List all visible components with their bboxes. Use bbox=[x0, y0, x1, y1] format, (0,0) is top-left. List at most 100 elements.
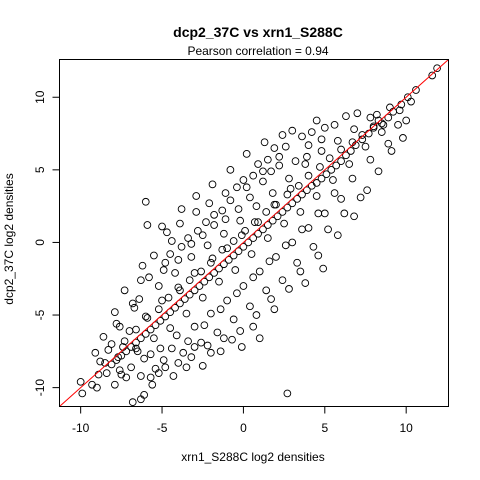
data-point bbox=[317, 174, 326, 183]
x-axis-label: xrn1_S288C log2 densities bbox=[181, 450, 324, 464]
data-point bbox=[176, 299, 184, 308]
data-point bbox=[180, 295, 189, 303]
data-point bbox=[231, 266, 240, 274]
data-point bbox=[320, 123, 329, 132]
data-point bbox=[374, 167, 383, 176]
data-point bbox=[93, 383, 101, 392]
data-point bbox=[190, 269, 199, 277]
data-point bbox=[205, 273, 214, 282]
data-point bbox=[281, 142, 290, 151]
data-point bbox=[263, 234, 272, 242]
data-point bbox=[171, 269, 179, 277]
data-point bbox=[179, 348, 188, 357]
data-point bbox=[329, 176, 337, 184]
data-point bbox=[210, 211, 218, 219]
data-point bbox=[218, 245, 227, 254]
data-point bbox=[226, 196, 235, 205]
data-point bbox=[242, 183, 251, 192]
chart-title: dcp2_37C vs xrn1_S288C bbox=[173, 24, 343, 40]
data-point bbox=[312, 116, 321, 125]
data-point bbox=[159, 266, 168, 274]
data-point bbox=[99, 332, 108, 341]
data-point bbox=[200, 277, 209, 286]
data-point bbox=[402, 116, 411, 125]
data-point bbox=[252, 202, 261, 210]
data-point bbox=[327, 165, 336, 174]
data-point bbox=[132, 325, 140, 334]
data-point bbox=[128, 299, 137, 308]
data-point bbox=[387, 147, 396, 155]
data-point bbox=[187, 253, 196, 261]
data-point bbox=[208, 180, 217, 189]
data-point bbox=[312, 192, 321, 200]
data-point bbox=[319, 264, 328, 273]
data-point bbox=[342, 112, 350, 120]
data-point bbox=[194, 226, 202, 235]
data-point bbox=[161, 312, 170, 321]
data-point bbox=[197, 267, 205, 276]
data-point bbox=[386, 103, 394, 112]
data-point bbox=[102, 369, 111, 377]
data-point bbox=[317, 147, 326, 155]
data-point bbox=[317, 135, 326, 144]
data-point bbox=[348, 174, 357, 183]
data-point bbox=[154, 282, 163, 290]
data-point bbox=[192, 192, 201, 200]
data-point bbox=[132, 344, 140, 353]
data-point bbox=[215, 264, 223, 273]
data-point bbox=[428, 71, 437, 80]
data-point bbox=[298, 225, 306, 234]
data-point bbox=[384, 113, 393, 122]
data-point bbox=[384, 139, 393, 148]
data-point bbox=[333, 231, 342, 240]
data-point bbox=[278, 131, 287, 139]
data-point bbox=[255, 334, 264, 343]
data-point bbox=[303, 186, 311, 195]
x-tick-label: 10 bbox=[400, 421, 414, 435]
data-point bbox=[350, 125, 358, 134]
data-point bbox=[249, 171, 258, 180]
data-point bbox=[176, 286, 184, 295]
data-point bbox=[268, 189, 277, 197]
data-point bbox=[270, 200, 279, 209]
data-point bbox=[254, 218, 262, 226]
data-point bbox=[223, 296, 231, 305]
data-point bbox=[303, 152, 311, 161]
data-point bbox=[285, 285, 293, 293]
data-point bbox=[96, 357, 105, 366]
data-point bbox=[104, 346, 113, 354]
data-point bbox=[234, 205, 243, 213]
data-point bbox=[307, 181, 316, 190]
data-point bbox=[316, 163, 324, 171]
data-point bbox=[167, 344, 176, 353]
data-point bbox=[267, 295, 275, 303]
data-point bbox=[259, 167, 267, 176]
data-point bbox=[239, 282, 248, 290]
data-point bbox=[156, 344, 165, 353]
data-point bbox=[337, 145, 345, 154]
data-point bbox=[260, 138, 269, 147]
data-point bbox=[296, 267, 305, 276]
data-point bbox=[141, 330, 150, 338]
data-point bbox=[203, 341, 212, 350]
data-point bbox=[280, 219, 288, 228]
data-point bbox=[120, 337, 129, 346]
data-point bbox=[220, 229, 228, 238]
data-point bbox=[337, 195, 345, 203]
data-point bbox=[166, 308, 175, 316]
data-point bbox=[143, 314, 152, 322]
data-point bbox=[254, 229, 262, 238]
data-point bbox=[172, 331, 181, 340]
data-point bbox=[433, 64, 441, 73]
data-point bbox=[174, 359, 183, 367]
data-point bbox=[252, 311, 261, 319]
y-tick-label: -10 bbox=[33, 379, 47, 397]
data-point bbox=[268, 216, 277, 225]
data-point bbox=[304, 141, 313, 150]
data-point bbox=[246, 302, 254, 311]
data-point bbox=[221, 189, 230, 197]
data-point bbox=[353, 109, 362, 118]
data-point bbox=[187, 240, 196, 248]
